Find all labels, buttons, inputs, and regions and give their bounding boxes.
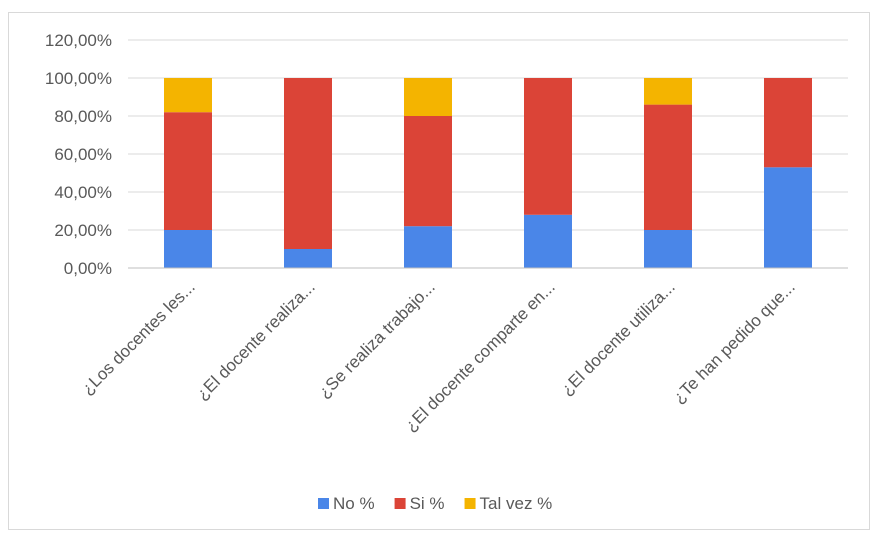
y-tick-label: 100,00% <box>45 69 112 88</box>
bar-segment <box>764 167 812 268</box>
bar-segment <box>404 78 452 116</box>
bar-segment <box>164 78 212 113</box>
bar-segment <box>284 249 332 268</box>
bar-segment <box>644 230 692 268</box>
gridlines <box>128 39 848 231</box>
bar-segment <box>404 116 452 227</box>
bar-segment <box>164 112 212 230</box>
bar-segment <box>764 78 812 168</box>
legend-label: Tal vez % <box>480 494 553 513</box>
legend: No % Si % Tal vez % <box>318 494 552 513</box>
y-axis-ticks: 0,00% 20,00% 40,00% 60,00% 80,00% 100,00% 120,… <box>45 31 112 278</box>
bar-segment <box>524 78 572 215</box>
category-label: ¿Los docentes les... <box>78 277 199 398</box>
legend-label: No % <box>333 494 375 513</box>
legend-swatch <box>318 498 329 509</box>
legend-swatch <box>394 498 406 509</box>
bar-segment <box>644 104 692 230</box>
category-label: ¿Te han pedido que... <box>669 277 799 407</box>
bar-segment <box>524 214 572 268</box>
y-tick-label: 60,00% <box>54 145 112 164</box>
category-label: ¿El docente utiliza... <box>557 277 679 399</box>
bar-segment <box>404 226 452 268</box>
bar-segment <box>164 230 212 268</box>
y-tick-label: 80,00% <box>54 107 112 126</box>
legend-swatch <box>464 498 476 509</box>
category-label: ¿Se realiza trabajo... <box>314 277 438 401</box>
legend-label: Si % <box>410 494 445 513</box>
bars <box>164 78 812 268</box>
category-label: ¿El docente realiza... <box>192 277 318 403</box>
y-tick-label: 40,00% <box>54 183 112 202</box>
y-tick-label: 0,00% <box>64 259 112 278</box>
y-tick-label: 120,00% <box>45 31 112 50</box>
bar-segment <box>644 78 692 105</box>
y-tick-label: 20,00% <box>54 221 112 240</box>
bar-segment <box>284 78 332 249</box>
category-labels: ¿Los docentes les...¿El docente realiza.… <box>78 277 799 435</box>
